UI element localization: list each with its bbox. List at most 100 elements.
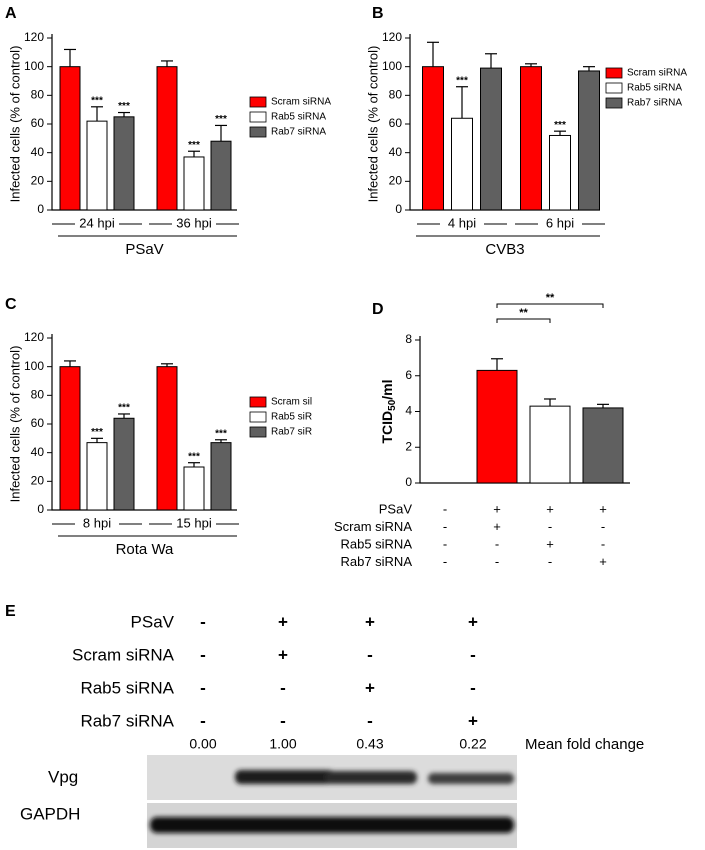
fold-change: 0.43 <box>356 736 383 752</box>
condition-sign: - <box>367 645 373 664</box>
significance-label: *** <box>554 120 566 131</box>
condition-sign: + <box>546 536 554 551</box>
comparison-label: ** <box>519 307 528 319</box>
significance-label: *** <box>215 428 227 439</box>
significance-label: *** <box>188 140 200 151</box>
y-tick-label: 80 <box>389 88 403 102</box>
significance-label: *** <box>118 403 130 414</box>
bar <box>210 442 232 511</box>
bar <box>59 366 81 511</box>
x-tick-label: 36 hpi <box>176 215 212 230</box>
y-tick-label: 60 <box>31 416 45 430</box>
bar <box>529 405 571 484</box>
legend-swatch <box>249 111 267 123</box>
fold-change: 0.22 <box>459 736 486 752</box>
significance-label: *** <box>188 451 200 462</box>
band-label: GAPDH <box>20 804 80 823</box>
bar <box>582 407 624 484</box>
fold-change: 1.00 <box>269 736 296 752</box>
bar <box>86 442 108 511</box>
band <box>235 770 335 784</box>
panel-label: A <box>5 5 17 22</box>
y-tick-label: 120 <box>24 30 44 44</box>
condition-sign: - <box>200 645 206 664</box>
bar <box>183 156 205 211</box>
y-tick-label: 80 <box>31 88 45 102</box>
bar <box>156 366 178 511</box>
significance-label: *** <box>91 427 103 438</box>
band-label: Vpg <box>48 767 78 786</box>
legend-label: Rab7 siRNA <box>627 98 682 109</box>
condition-sign: + <box>468 711 478 730</box>
fold-change-label: Mean fold change <box>525 736 644 753</box>
bar <box>86 120 108 211</box>
y-axis-label: Infected cells (% of control) <box>365 46 380 203</box>
x-tick-label: 4 hpi <box>448 215 476 230</box>
legend-label: Rab7 siR <box>271 427 312 438</box>
significance-label: *** <box>215 114 227 125</box>
bar <box>422 66 444 211</box>
blot-bands <box>150 770 514 833</box>
y-tick-label: 40 <box>31 445 45 459</box>
y-tick-label: 20 <box>389 174 403 188</box>
legend-label: Scram siRNA <box>271 97 331 108</box>
legend-label: Scram sil <box>271 397 312 408</box>
x-axis-label: CVB3 <box>485 241 524 258</box>
y-tick-label: 40 <box>31 145 45 159</box>
y-tick-label: 20 <box>31 174 45 188</box>
band <box>428 773 514 784</box>
y-tick-label: 2 <box>405 439 412 453</box>
x-tick-label: 15 hpi <box>176 515 212 530</box>
y-axis-label: Infected cells (% of control) <box>7 46 22 203</box>
condition-sign: + <box>493 519 501 534</box>
condition-sign: - <box>280 678 286 697</box>
condition-sign: + <box>278 645 288 664</box>
condition-sign: - <box>443 519 447 534</box>
y-tick-label: 20 <box>31 474 45 488</box>
y-tick-label: 80 <box>31 388 45 402</box>
legend-swatch <box>605 67 623 79</box>
y-tick-label: 0 <box>37 202 44 216</box>
bar <box>59 66 81 211</box>
bar <box>183 466 205 511</box>
panel-label: B <box>372 5 384 22</box>
band <box>150 817 514 833</box>
condition-sign: - <box>200 612 206 631</box>
comparison-bracket <box>496 318 551 323</box>
y-axis-label: Infected cells (% of control) <box>7 346 22 503</box>
y-tick-label: 0 <box>395 202 402 216</box>
condition-sign: - <box>470 645 476 664</box>
condition-sign: - <box>443 501 447 516</box>
y-axis-label: TCID50/ml <box>379 379 398 443</box>
bar <box>210 140 232 211</box>
condition-sign: - <box>601 536 605 551</box>
y-tick-label: 100 <box>382 59 402 73</box>
bar <box>113 116 135 211</box>
panel-label: D <box>372 301 384 318</box>
y-tick-label: 120 <box>24 330 44 344</box>
legend-label: Rab5 siRNA <box>627 83 682 94</box>
condition-sign: - <box>280 711 286 730</box>
legend-label: Rab5 siRNA <box>271 112 326 123</box>
y-tick-label: 0 <box>37 502 44 516</box>
bar <box>520 66 542 211</box>
legend-swatch <box>249 396 267 408</box>
bar <box>549 134 571 211</box>
comparison-label: ** <box>546 292 555 304</box>
band <box>325 771 417 784</box>
panel-label: C <box>5 296 17 313</box>
y-tick-label: 60 <box>31 116 45 130</box>
bar <box>451 117 473 211</box>
condition-sign: - <box>443 554 447 569</box>
condition-sign: + <box>468 612 478 631</box>
y-tick-label: 100 <box>24 59 44 73</box>
legend-swatch <box>249 126 267 138</box>
condition-label: Rab5 siRNA <box>340 536 412 551</box>
condition-sign: - <box>200 711 206 730</box>
y-axis-label-text: TCID <box>379 411 395 444</box>
y-tick-label: 100 <box>24 359 44 373</box>
condition-label: PSaV <box>131 612 175 631</box>
condition-sign: + <box>546 501 554 516</box>
y-tick-label: 40 <box>389 145 403 159</box>
legend-swatch <box>605 97 623 109</box>
